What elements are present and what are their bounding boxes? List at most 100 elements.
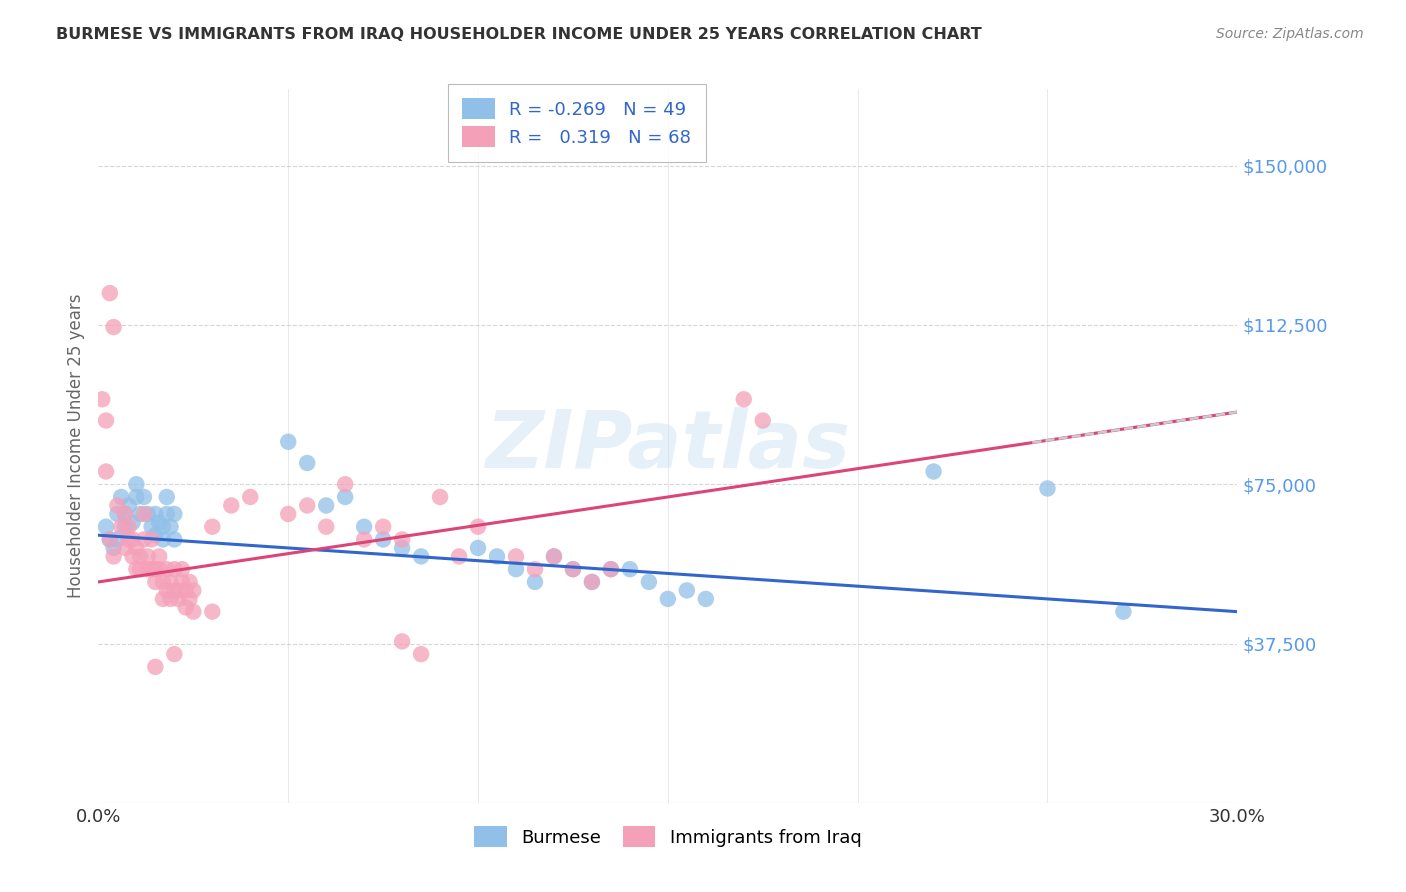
Point	[118, 519, 141, 533]
Point	[148, 516, 170, 530]
Point	[638, 574, 661, 589]
Point	[1036, 482, 1059, 496]
Point	[170, 562, 193, 576]
Point	[141, 562, 163, 576]
Point	[449, 549, 471, 564]
Point	[94, 465, 117, 479]
Point	[733, 392, 755, 407]
Point	[114, 519, 136, 533]
Point	[148, 549, 170, 564]
Point	[132, 533, 155, 547]
Point	[1112, 605, 1135, 619]
Point	[297, 456, 319, 470]
Point	[98, 533, 121, 547]
Point	[156, 562, 179, 576]
Point	[657, 591, 679, 606]
Point	[562, 562, 585, 576]
Point	[600, 562, 623, 576]
Point	[600, 562, 623, 576]
Y-axis label: Householder Income Under 25 years: Householder Income Under 25 years	[66, 293, 84, 599]
Point	[752, 413, 775, 427]
Point	[524, 574, 547, 589]
Point	[335, 477, 357, 491]
Point	[118, 499, 141, 513]
Point	[676, 583, 699, 598]
Point	[159, 519, 181, 533]
Point	[141, 519, 163, 533]
Point	[125, 490, 148, 504]
Point	[125, 477, 148, 491]
Point	[391, 533, 413, 547]
Point	[922, 465, 945, 479]
Point	[695, 591, 717, 606]
Point	[129, 507, 152, 521]
Point	[159, 574, 181, 589]
Point	[183, 583, 205, 598]
Point	[152, 519, 174, 533]
Point	[371, 519, 394, 533]
Point	[201, 519, 224, 533]
Point	[315, 499, 337, 513]
Point	[239, 490, 262, 504]
Point	[114, 507, 136, 521]
Point	[163, 507, 186, 521]
Text: Source: ZipAtlas.com: Source: ZipAtlas.com	[1216, 27, 1364, 41]
Point	[129, 562, 152, 576]
Point	[114, 507, 136, 521]
Point	[183, 605, 205, 619]
Point	[145, 574, 167, 589]
Legend: Burmese, Immigrants from Iraq: Burmese, Immigrants from Iraq	[464, 815, 872, 858]
Point	[353, 533, 375, 547]
Point	[179, 591, 201, 606]
Text: BURMESE VS IMMIGRANTS FROM IRAQ HOUSEHOLDER INCOME UNDER 25 YEARS CORRELATION CH: BURMESE VS IMMIGRANTS FROM IRAQ HOUSEHOL…	[56, 27, 981, 42]
Point	[411, 647, 433, 661]
Point	[125, 541, 148, 555]
Point	[91, 392, 114, 407]
Point	[543, 549, 565, 564]
Point	[505, 562, 527, 576]
Point	[125, 562, 148, 576]
Point	[221, 499, 243, 513]
Point	[152, 533, 174, 547]
Point	[103, 320, 125, 334]
Point	[277, 434, 299, 449]
Point	[110, 490, 132, 504]
Point	[581, 574, 603, 589]
Point	[94, 519, 117, 533]
Point	[152, 574, 174, 589]
Point	[201, 605, 224, 619]
Point	[163, 562, 186, 576]
Point	[467, 541, 489, 555]
Point	[110, 519, 132, 533]
Point	[136, 507, 159, 521]
Point	[174, 600, 197, 615]
Point	[103, 541, 125, 555]
Point	[335, 490, 357, 504]
Point	[315, 519, 337, 533]
Point	[145, 660, 167, 674]
Point	[121, 516, 143, 530]
Point	[167, 583, 190, 598]
Point	[429, 490, 451, 504]
Point	[163, 533, 186, 547]
Point	[98, 286, 121, 301]
Point	[156, 490, 179, 504]
Point	[159, 591, 181, 606]
Point	[156, 583, 179, 598]
Point	[121, 549, 143, 564]
Point	[114, 541, 136, 555]
Point	[145, 528, 167, 542]
Point	[129, 549, 152, 564]
Point	[467, 519, 489, 533]
Point	[145, 562, 167, 576]
Point	[141, 533, 163, 547]
Point	[156, 507, 179, 521]
Point	[103, 549, 125, 564]
Point	[581, 574, 603, 589]
Point	[170, 574, 193, 589]
Point	[136, 549, 159, 564]
Point	[107, 507, 129, 521]
Point	[132, 507, 155, 521]
Point	[167, 591, 190, 606]
Point	[107, 499, 129, 513]
